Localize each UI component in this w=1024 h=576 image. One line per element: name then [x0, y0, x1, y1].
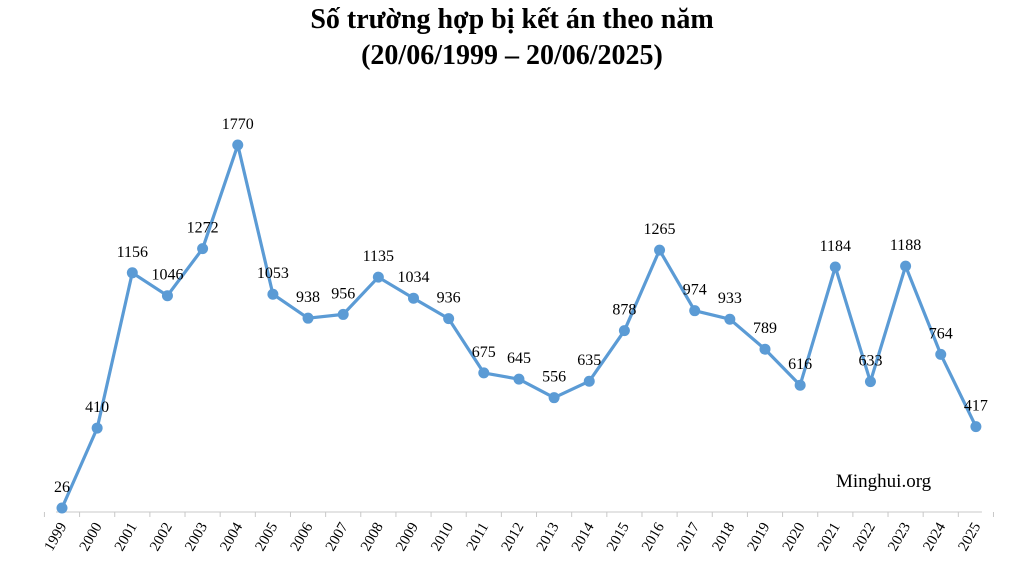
data-point	[724, 313, 736, 325]
data-label: 616	[788, 356, 812, 373]
data-point	[302, 312, 314, 324]
data-point	[267, 288, 279, 300]
data-points	[56, 139, 982, 514]
x-tick-label: 1999	[42, 520, 71, 554]
data-label: 1135	[363, 248, 394, 265]
chart-subtitle: (20/06/1999 – 20/06/2025)	[361, 40, 663, 71]
data-point	[478, 367, 490, 379]
data-label: 936	[437, 290, 461, 307]
data-label: 1188	[890, 237, 921, 254]
x-tick-label: 2009	[393, 520, 422, 554]
x-axis-ticks	[43, 512, 994, 517]
data-label: 645	[507, 350, 531, 367]
data-point	[864, 376, 876, 388]
data-label: 1034	[398, 269, 430, 286]
x-tick-label: 2000	[77, 520, 106, 554]
x-tick-label: 2017	[674, 520, 703, 554]
x-tick-label: 2025	[956, 520, 985, 554]
x-tick-label: 2015	[604, 520, 633, 554]
data-label: 556	[542, 369, 566, 386]
data-point	[900, 260, 912, 272]
data-label: 1265	[644, 221, 676, 238]
data-label: 933	[718, 290, 742, 307]
x-tick-label: 2013	[534, 520, 563, 554]
data-point	[583, 375, 595, 387]
data-label: 417	[964, 398, 988, 415]
data-point	[759, 343, 771, 355]
data-point	[197, 243, 209, 255]
x-tick-label: 2012	[499, 520, 528, 554]
chart-title: Số trường hợp bị kết án theo năm	[310, 4, 714, 35]
x-tick-label: 2006	[288, 520, 317, 554]
data-point	[408, 292, 419, 304]
data-label: 633	[858, 353, 882, 370]
data-point	[970, 421, 982, 433]
data-point	[337, 308, 349, 320]
data-point	[548, 392, 560, 404]
data-point	[935, 348, 947, 360]
x-tick-label: 2022	[850, 520, 879, 554]
data-point	[372, 271, 384, 283]
data-label: 956	[331, 285, 355, 302]
data-point	[91, 422, 103, 434]
data-point	[829, 261, 841, 273]
data-label: 1046	[151, 267, 183, 284]
x-tick-label: 2020	[780, 520, 809, 554]
x-tick-label: 2016	[639, 520, 668, 554]
data-label: 1770	[222, 116, 254, 133]
data-point	[513, 373, 525, 385]
x-tick-label: 2002	[147, 520, 176, 554]
data-label: 789	[753, 320, 777, 337]
x-tick-label: 2024	[920, 520, 949, 554]
x-tick-label: 2019	[745, 520, 774, 554]
data-point	[161, 290, 173, 302]
x-tick-label: 2023	[885, 520, 914, 554]
series-line	[60, 143, 978, 509]
x-tick-label: 2004	[217, 520, 246, 554]
data-label: 1053	[257, 265, 289, 282]
x-tick-label: 2003	[182, 520, 211, 554]
data-label: 410	[85, 399, 109, 416]
data-point	[618, 325, 630, 337]
data-point	[56, 502, 68, 514]
data-label: 938	[296, 289, 320, 306]
data-point	[232, 139, 244, 151]
data-point	[126, 267, 138, 279]
x-tick-label: 2014	[569, 520, 598, 554]
data-label: 974	[683, 282, 707, 299]
x-tick-label: 2021	[815, 520, 844, 554]
x-tick-label: 2011	[464, 520, 493, 554]
data-point	[654, 244, 666, 256]
data-label: 1272	[187, 220, 219, 237]
source-label: Minghui.org	[836, 471, 932, 492]
data-label: 1184	[820, 238, 851, 255]
x-tick-label: 2018	[709, 520, 738, 554]
data-point	[794, 379, 806, 391]
x-tick-label: 2005	[253, 520, 282, 554]
x-tick-label: 2001	[112, 520, 141, 554]
data-label: 26	[54, 479, 70, 496]
data-point	[689, 305, 701, 317]
data-label: 675	[472, 344, 496, 361]
data-label: 764	[929, 325, 953, 342]
data-label: 635	[577, 352, 601, 369]
x-tick-label: 2007	[323, 520, 352, 554]
x-tick-label: 2010	[428, 520, 457, 554]
x-tick-labels: 1999 2000 2001 2002 2003 2004 2005 2006 2007 2008…	[42, 520, 985, 554]
x-tick-label: 2008	[358, 520, 387, 554]
data-point	[443, 313, 455, 325]
data-label: 878	[612, 302, 636, 319]
data-label: 1156	[117, 244, 148, 261]
